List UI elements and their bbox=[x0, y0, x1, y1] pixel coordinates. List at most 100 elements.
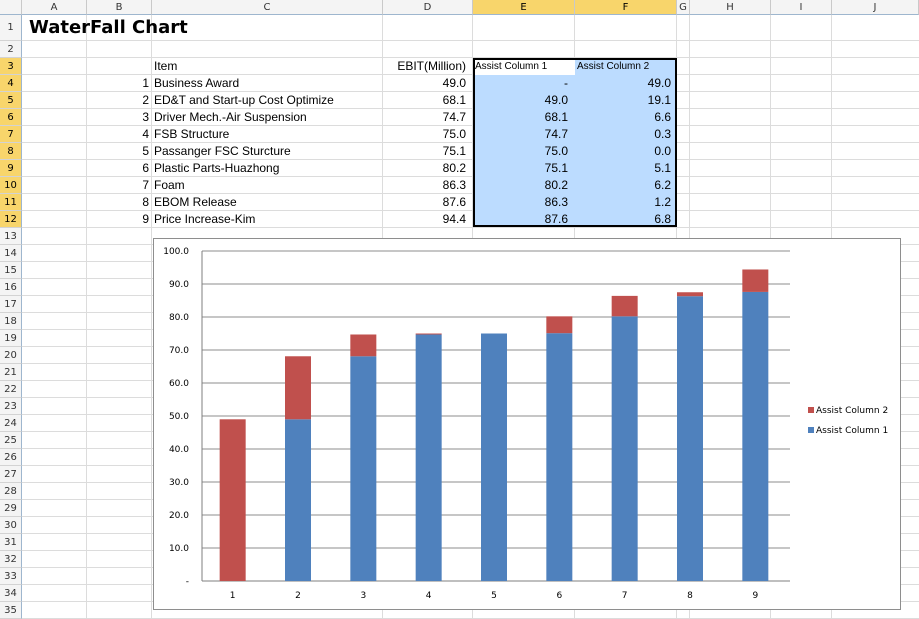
ebit-cell[interactable]: 87.6 bbox=[442, 195, 466, 209]
row-header-26[interactable]: 26 bbox=[0, 449, 22, 466]
row-header-33[interactable]: 33 bbox=[0, 568, 22, 585]
assist-1-cell[interactable]: 74.7 bbox=[544, 127, 568, 141]
row-header-18[interactable]: 18 bbox=[0, 313, 22, 330]
row-header-29[interactable]: 29 bbox=[0, 500, 22, 517]
assist-2-cell[interactable]: 19.1 bbox=[647, 93, 671, 107]
row-header-11[interactable]: 11 bbox=[0, 194, 22, 211]
ebit-cell[interactable]: 86.3 bbox=[442, 178, 466, 192]
row-header-23[interactable]: 23 bbox=[0, 398, 22, 415]
assist-2-cell[interactable]: 6.6 bbox=[654, 110, 671, 124]
assist-2-cell[interactable]: 0.3 bbox=[654, 127, 671, 141]
assist-1-cell[interactable]: 75.1 bbox=[544, 161, 568, 175]
assist-2-cell[interactable]: 6.2 bbox=[654, 178, 671, 192]
row-header-1[interactable]: 1 bbox=[0, 15, 22, 41]
assist-1-cell[interactable]: 80.2 bbox=[544, 178, 568, 192]
row-header-22[interactable]: 22 bbox=[0, 381, 22, 398]
column-header-i[interactable]: I bbox=[771, 0, 832, 15]
assist-1-cell[interactable]: 87.6 bbox=[544, 212, 568, 226]
row-header-16[interactable]: 16 bbox=[0, 279, 22, 296]
selection-range[interactable] bbox=[473, 58, 677, 227]
column-header-f[interactable]: F bbox=[575, 0, 677, 15]
ebit-cell[interactable]: 49.0 bbox=[442, 76, 466, 90]
row-header-32[interactable]: 32 bbox=[0, 551, 22, 568]
row-header-2[interactable]: 2 bbox=[0, 41, 22, 58]
row-header-13[interactable]: 13 bbox=[0, 228, 22, 245]
row-header-28[interactable]: 28 bbox=[0, 483, 22, 500]
assist-2-cell[interactable]: 49.0 bbox=[647, 76, 671, 90]
item-cell[interactable]: ED&T and Start-up Cost Optimize bbox=[154, 93, 334, 107]
select-all-corner[interactable] bbox=[0, 0, 22, 15]
column-header-d[interactable]: D bbox=[383, 0, 473, 15]
row-header-3[interactable]: 3 bbox=[0, 58, 22, 75]
row-header-5[interactable]: 5 bbox=[0, 92, 22, 109]
column-header-c[interactable]: C bbox=[152, 0, 383, 15]
item-cell[interactable]: FSB Structure bbox=[154, 127, 230, 141]
row-number[interactable]: 3 bbox=[142, 110, 149, 124]
row-header-20[interactable]: 20 bbox=[0, 347, 22, 364]
row-header-30[interactable]: 30 bbox=[0, 517, 22, 534]
assist-2-cell[interactable]: 6.8 bbox=[654, 212, 671, 226]
row-number[interactable]: 6 bbox=[142, 161, 149, 175]
row-header-7[interactable]: 7 bbox=[0, 126, 22, 143]
header-item[interactable]: Item bbox=[154, 59, 178, 73]
item-cell[interactable]: Business Award bbox=[154, 76, 240, 90]
row-header-8[interactable]: 8 bbox=[0, 143, 22, 160]
assist-2-cell[interactable]: 5.1 bbox=[654, 161, 671, 175]
waterfall-chart[interactable]: - 10.0 20.0 30.0 40.0 50.0 60.0 70.0 80.0 90.0 100… bbox=[153, 238, 901, 610]
row-header-34[interactable]: 34 bbox=[0, 585, 22, 602]
assist-2-cell[interactable]: 1.2 bbox=[654, 195, 671, 209]
row-header-25[interactable]: 25 bbox=[0, 432, 22, 449]
row-header-17[interactable]: 17 bbox=[0, 296, 22, 313]
item-cell[interactable]: Plastic Parts-Huazhong bbox=[154, 161, 280, 175]
assist-1-cell[interactable]: 68.1 bbox=[544, 110, 568, 124]
ebit-cell[interactable]: 75.0 bbox=[442, 127, 466, 141]
assist-1-cell[interactable]: 75.0 bbox=[544, 144, 568, 158]
row-header-24[interactable]: 24 bbox=[0, 415, 22, 432]
row-header-6[interactable]: 6 bbox=[0, 109, 22, 126]
column-header-j[interactable]: J bbox=[832, 0, 919, 15]
row-number[interactable]: 4 bbox=[142, 127, 149, 141]
column-header-e[interactable]: E bbox=[473, 0, 575, 15]
column-header-h[interactable]: H bbox=[690, 0, 771, 15]
column-header-g[interactable]: G bbox=[677, 0, 690, 15]
bar-assist-column-2 bbox=[415, 333, 442, 335]
row-header-19[interactable]: 19 bbox=[0, 330, 22, 347]
item-cell[interactable]: Driver Mech.-Air Suspension bbox=[154, 110, 307, 124]
row-number[interactable]: 7 bbox=[142, 178, 149, 192]
header-assist-column-2[interactable]: Assist Column 2 bbox=[577, 61, 650, 72]
item-cell[interactable]: Foam bbox=[154, 178, 185, 192]
item-cell[interactable]: EBOM Release bbox=[154, 195, 237, 209]
column-header-b[interactable]: B bbox=[87, 0, 152, 15]
ebit-cell[interactable]: 74.7 bbox=[442, 110, 466, 124]
row-header-14[interactable]: 14 bbox=[0, 245, 22, 262]
row-header-12[interactable]: 12 bbox=[0, 211, 22, 228]
row-header-27[interactable]: 27 bbox=[0, 466, 22, 483]
ebit-cell[interactable]: 80.2 bbox=[442, 161, 466, 175]
row-header-21[interactable]: 21 bbox=[0, 364, 22, 381]
assist-1-cell[interactable]: - bbox=[564, 76, 568, 90]
item-cell[interactable]: Passanger FSC Sturcture bbox=[154, 144, 291, 158]
row-header-35[interactable]: 35 bbox=[0, 602, 22, 619]
assist-1-cell[interactable]: 86.3 bbox=[544, 195, 568, 209]
row-number[interactable]: 1 bbox=[142, 76, 149, 90]
assist-1-cell[interactable]: 49.0 bbox=[544, 93, 568, 107]
row-number[interactable]: 8 bbox=[142, 195, 149, 209]
row-header-15[interactable]: 15 bbox=[0, 262, 22, 279]
row-header-4[interactable]: 4 bbox=[0, 75, 22, 92]
row-number[interactable]: 9 bbox=[142, 212, 149, 226]
header-ebit[interactable]: EBIT(Million) bbox=[397, 59, 466, 73]
assist-2-cell[interactable]: 0.0 bbox=[654, 144, 671, 158]
ebit-cell[interactable]: 94.4 bbox=[442, 212, 466, 226]
ebit-cell[interactable]: 75.1 bbox=[442, 144, 466, 158]
row-number[interactable]: 5 bbox=[142, 144, 149, 158]
sheet-title[interactable]: WaterFall Chart bbox=[29, 17, 188, 38]
row-header-9[interactable]: 9 bbox=[0, 160, 22, 177]
row-number[interactable]: 2 bbox=[142, 93, 149, 107]
row-header-10[interactable]: 10 bbox=[0, 177, 22, 194]
row-header-31[interactable]: 31 bbox=[0, 534, 22, 551]
column-header-a[interactable]: A bbox=[22, 0, 87, 15]
ebit-cell[interactable]: 68.1 bbox=[442, 93, 466, 107]
item-cell[interactable]: Price Increase-Kim bbox=[154, 212, 256, 226]
header-assist-column-1[interactable]: Assist Column 1 bbox=[475, 61, 548, 72]
